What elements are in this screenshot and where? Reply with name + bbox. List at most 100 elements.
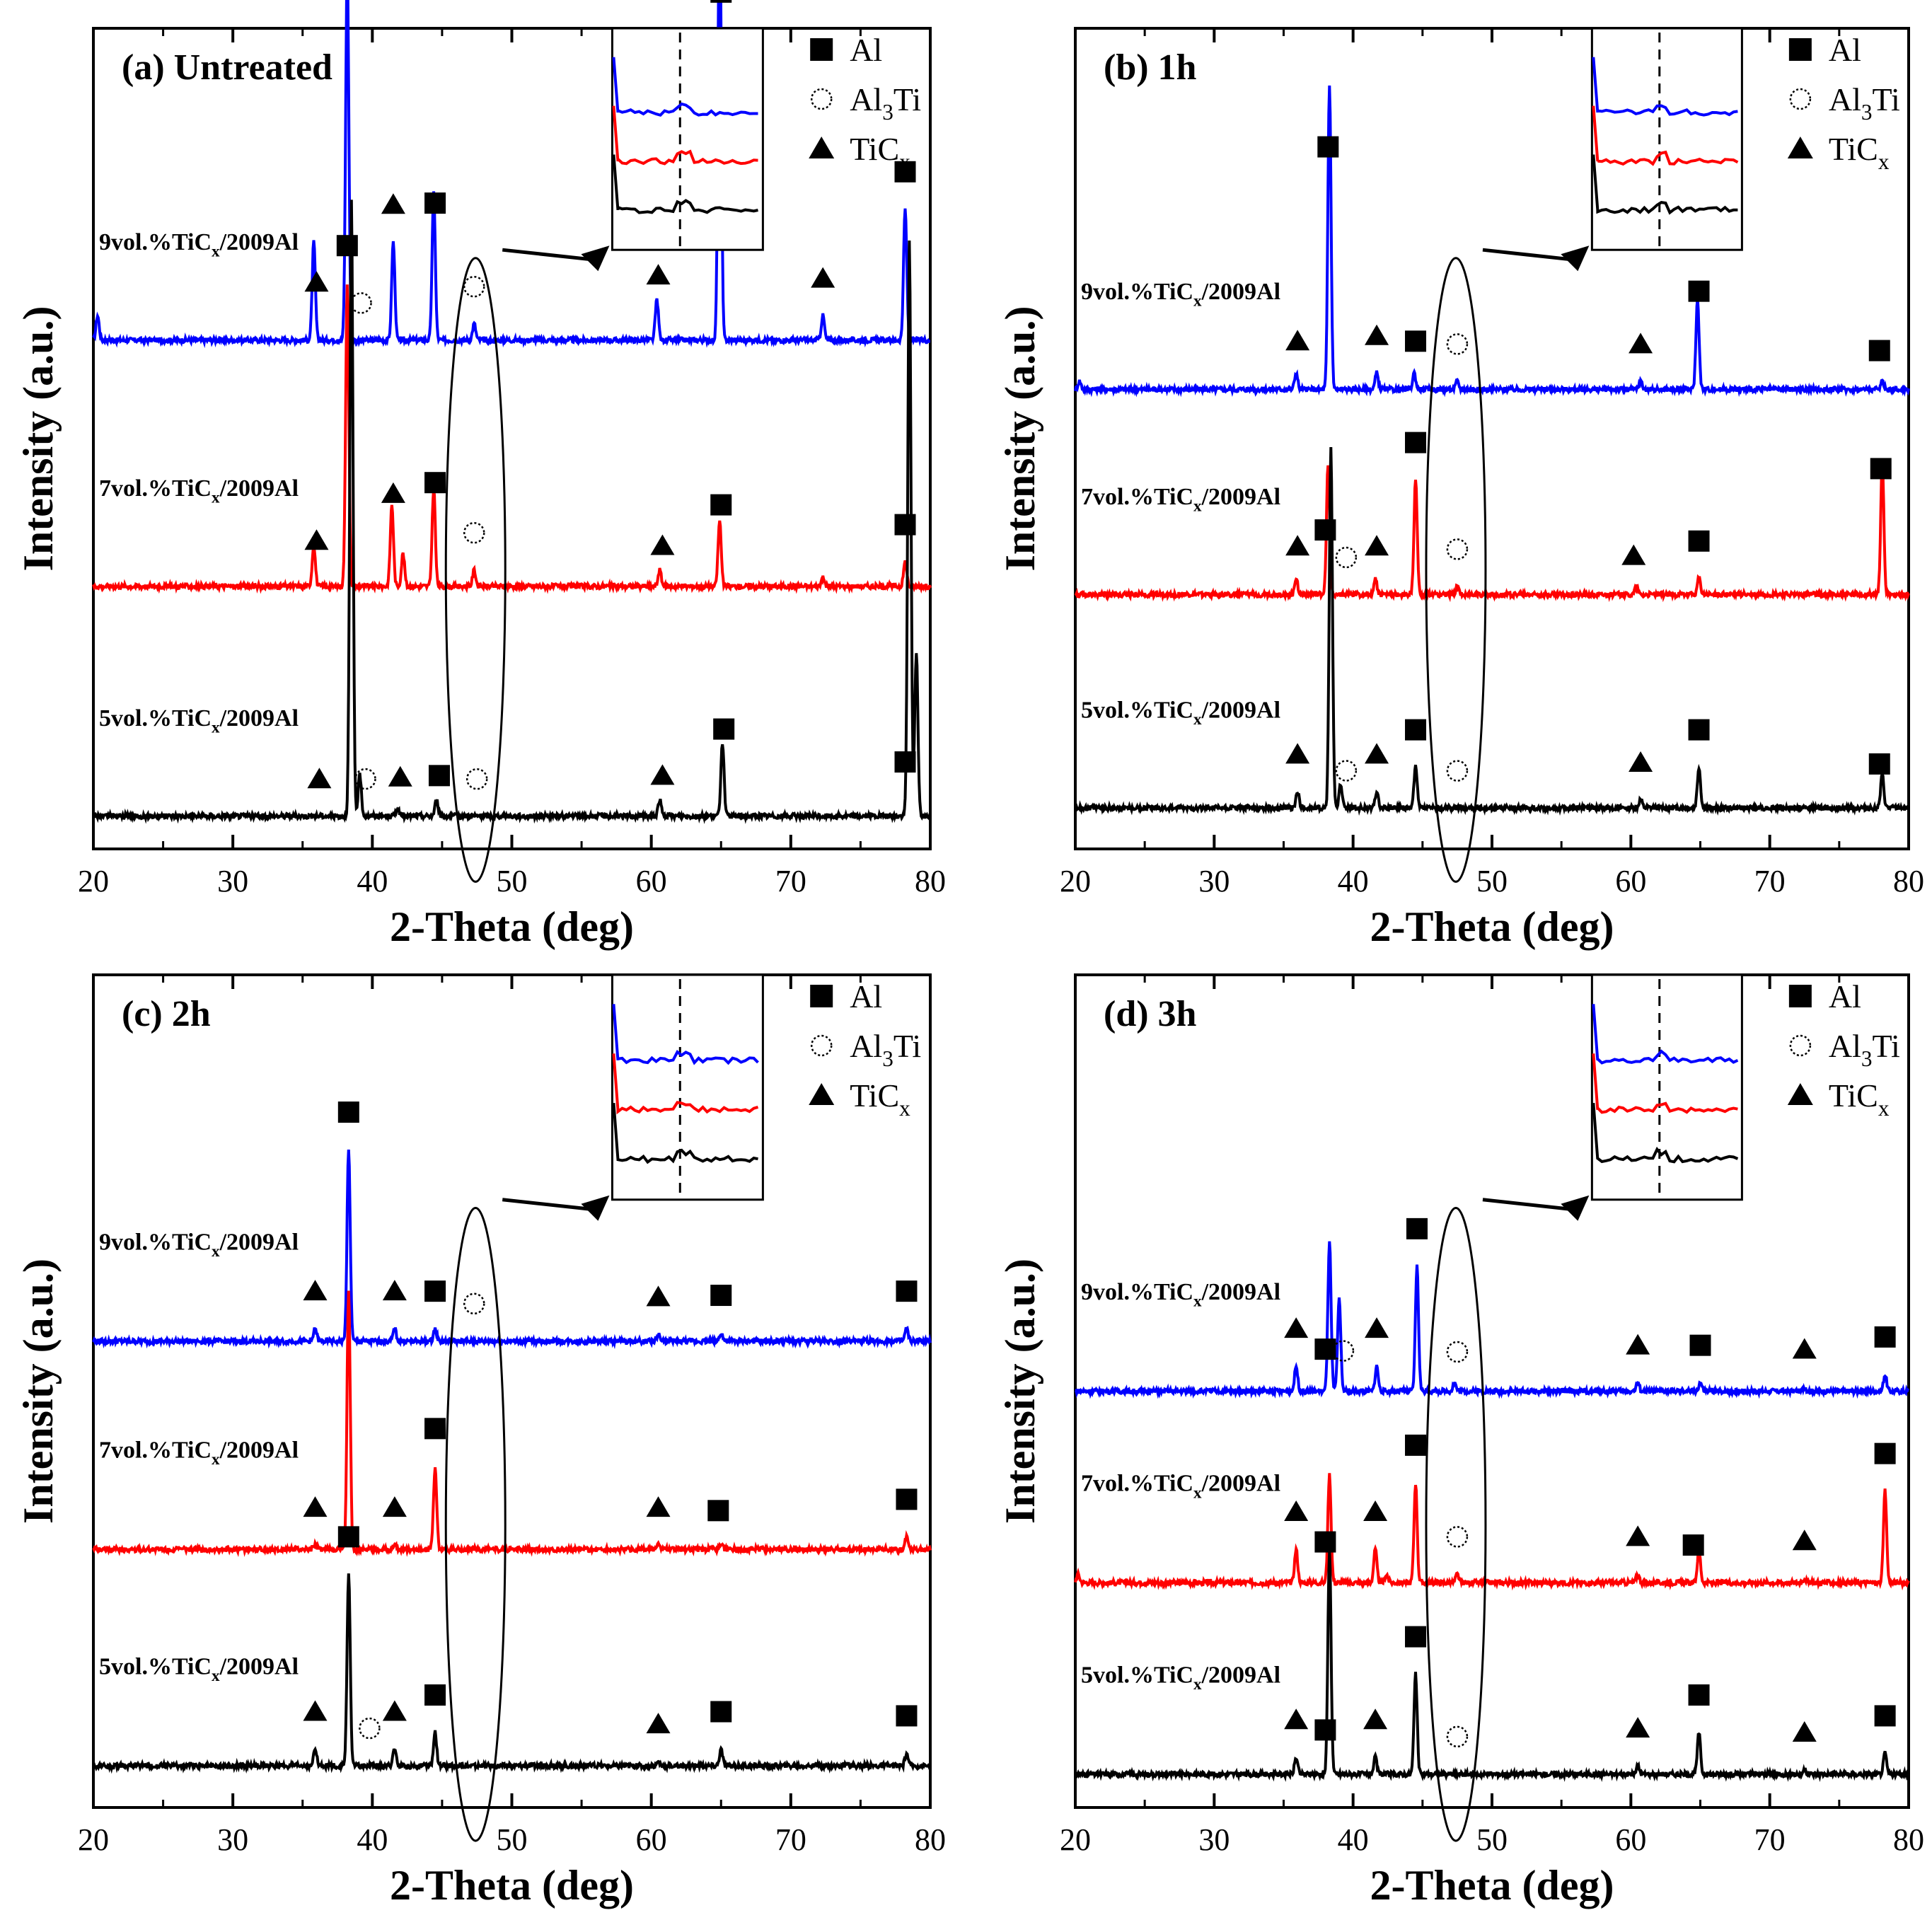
legend-label: Al [1829,978,1861,1014]
al3ti-circle-marker [1335,546,1358,569]
legend-label: TiCx [850,1077,910,1121]
al-square-marker [710,0,732,3]
al-square-marker [1405,330,1427,352]
panel-title: (a) Untreated [122,47,332,88]
al-square-marker [896,1488,918,1510]
legend-ticx-marker [809,137,835,158]
ticx-triangle-marker [1629,332,1653,354]
al-square-marker [1689,1334,1711,1356]
ticx-triangle-marker [1792,1338,1817,1359]
ticx-triangle-marker [1626,1334,1650,1355]
ticx-triangle-marker [303,1700,328,1721]
al-square-marker [424,1280,446,1302]
x-tick-label: 80 [1893,864,1924,898]
zoom-arrow [502,248,594,262]
y-axis-label: Intensity (a.u.) [15,1259,62,1524]
panel-d: 20 30 40 50 60 70 80 2-Theta (deg) Intensity (a.… [997,973,1924,1909]
series-line-2 [92,1290,932,1558]
al-square-marker [1406,1217,1428,1239]
ticx-triangle-marker [304,529,329,550]
al-square-marker [1688,719,1710,741]
zoom-ellipse [444,257,507,883]
al-square-marker [1688,530,1710,552]
al-square-marker [1688,1684,1710,1706]
x-tick-label: 80 [915,1822,946,1857]
series-label: 5vol.%TiCx/2009Al [99,1654,299,1686]
panel-c: 20 30 40 50 60 70 80 2-Theta (deg) Intensity (a.… [15,973,946,1909]
ticx-triangle-marker [381,482,405,503]
x-axis-label: 2-Theta (deg) [1370,903,1614,950]
al3ti-circle-marker [463,275,485,298]
zoom-arrow [502,1198,594,1212]
legend-label: Al [1829,32,1861,68]
al-square-marker [1874,1442,1896,1464]
x-tick-label: 30 [217,864,248,898]
series-line-3 [92,1573,932,1774]
x-tick-label: 40 [357,1822,388,1857]
panel-title: (c) 2h [122,994,211,1034]
ticx-triangle-marker [811,267,835,288]
ticx-triangle-marker [1284,1500,1309,1522]
al-square-marker [428,765,450,787]
ticx-triangle-marker [1285,743,1310,764]
ticx-triangle-marker [1284,1317,1309,1338]
ticx-triangle-marker [1363,1500,1388,1522]
al-square-marker [337,1101,359,1123]
ticx-triangle-marker [1365,743,1389,764]
legend-al-marker [1788,985,1812,1007]
x-tick-label: 80 [915,864,946,898]
al-square-marker [1314,519,1336,541]
al-square-marker [894,751,916,773]
al-square-marker [710,1285,732,1307]
series-line-1 [92,1150,932,1350]
series-line-1 [1075,1241,1910,1399]
al-square-marker [336,235,358,257]
ticx-triangle-marker [304,271,329,292]
al-square-marker [707,1500,729,1522]
series-line-1 [92,0,931,349]
ticx-triangle-marker [646,1496,671,1517]
al-square-marker [896,1705,918,1727]
al3ti-circle-marker [350,292,372,314]
al-square-marker [424,472,446,494]
zoom-ellipse [1425,257,1487,883]
x-tick-label: 70 [775,864,806,898]
x-tick-label: 20 [78,864,109,898]
al-square-marker [1405,432,1427,453]
x-tick-label: 70 [775,1822,806,1857]
x-tick-label: 60 [636,1822,667,1857]
x-tick-label: 60 [636,864,667,898]
legend-label: TiCx [1829,1077,1890,1121]
series-label: 9vol.%TiCx/2009Al [99,229,299,261]
x-tick-label: 70 [1754,864,1786,898]
ticx-triangle-marker [303,1496,328,1517]
y-axis-label: Intensity (a.u.) [15,306,62,571]
series-line-1 [1074,85,1910,398]
panel-a: 20 30 40 50 60 70 80 2-Theta (deg) Intensity (a.… [15,0,946,950]
zoom-arrow-head [581,245,610,272]
series-line-2 [92,284,932,594]
legend-ticx-marker [1787,137,1813,158]
inset-series-3 [612,154,758,214]
series-label: 9vol.%TiCx/2009Al [99,1229,299,1261]
ticx-triangle-marker [1626,1525,1650,1546]
al3ti-circle-marker [1446,1341,1469,1363]
inset-box [1590,973,1743,1201]
al-square-marker [1682,1534,1704,1556]
x-tick-label: 40 [357,864,388,898]
al-square-marker [1874,1326,1896,1348]
legend-label: Al [850,32,882,68]
al-square-marker [710,494,732,516]
ticx-triangle-marker [1285,535,1310,556]
ticx-triangle-marker [1621,544,1646,565]
legend-al3ti-marker [810,1034,833,1057]
ticx-triangle-marker [1285,330,1310,351]
x-axis-label: 2-Theta (deg) [390,903,634,950]
series-label: 9vol.%TiCx/2009Al [1081,279,1280,311]
legend-al-marker [810,985,833,1007]
series-label: 7vol.%TiCx/2009Al [1081,1471,1280,1503]
series-line-3 [92,199,932,824]
inset-series-3 [612,1102,758,1164]
x-tick-label: 30 [1198,1822,1230,1857]
inset-series-1 [612,57,758,117]
